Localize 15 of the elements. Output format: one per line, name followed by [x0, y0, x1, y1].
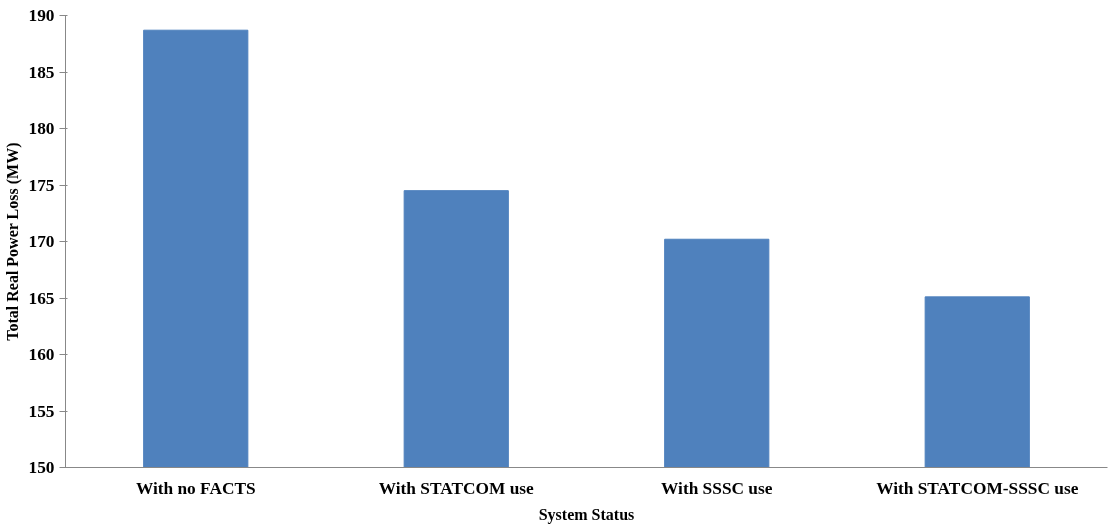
x-tick-label: With no FACTS — [135, 478, 256, 498]
x-tick-label: With STATCOM use — [378, 478, 535, 498]
y-tick-label: 185 — [28, 62, 55, 82]
y-tick-label: 155 — [28, 401, 55, 421]
y-tick-label: 160 — [28, 345, 55, 364]
y-tick-label: 165 — [28, 288, 55, 308]
x-axis-title: System Status — [538, 505, 635, 524]
y-tick-label: 180 — [28, 119, 55, 138]
y-tick-label: 150 — [28, 458, 55, 477]
y-tick-label: 175 — [28, 175, 55, 195]
y-tick-label: 170 — [28, 232, 55, 251]
y-axis-title: Total Real Power Loss (MW) — [3, 142, 22, 341]
x-tick-label: With SSSC use — [661, 478, 773, 498]
x-tick-label: With STATCOM-SSSC use — [876, 478, 1079, 498]
y-tick-label: 190 — [28, 6, 55, 25]
